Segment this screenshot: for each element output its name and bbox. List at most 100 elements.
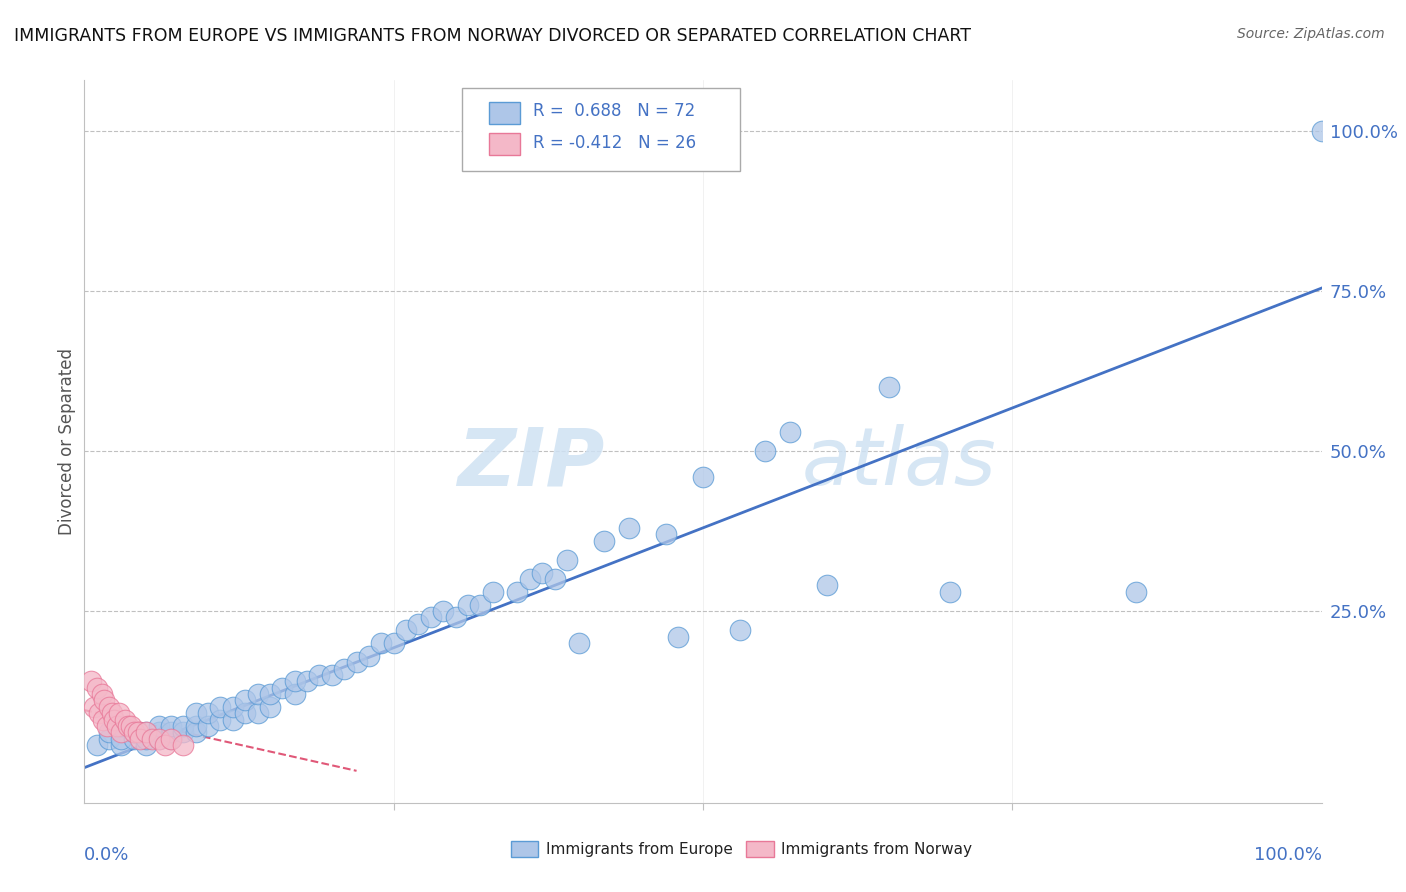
Point	[815, 578, 838, 592]
Point	[543, 572, 565, 586]
Text: atlas: atlas	[801, 425, 997, 502]
Point	[519, 572, 541, 586]
Point	[1125, 584, 1147, 599]
Point	[233, 706, 256, 721]
Text: R =  0.688   N = 72: R = 0.688 N = 72	[533, 103, 696, 120]
Point	[120, 719, 142, 733]
Point	[395, 623, 418, 637]
Point	[259, 687, 281, 701]
Point	[110, 719, 132, 733]
Point	[122, 725, 145, 739]
Point	[470, 598, 492, 612]
Point	[655, 527, 678, 541]
Point	[122, 731, 145, 746]
Point	[222, 699, 245, 714]
Point	[122, 725, 145, 739]
Point	[370, 636, 392, 650]
Point	[666, 630, 689, 644]
Point	[259, 699, 281, 714]
Point	[129, 731, 152, 746]
Text: 0.0%: 0.0%	[84, 847, 129, 864]
Text: ZIP: ZIP	[457, 425, 605, 502]
FancyBboxPatch shape	[461, 87, 740, 170]
Point	[160, 719, 183, 733]
Point	[135, 731, 157, 746]
Point	[100, 706, 122, 721]
FancyBboxPatch shape	[747, 841, 773, 857]
Text: Immigrants from Norway: Immigrants from Norway	[780, 841, 972, 856]
Point	[284, 687, 307, 701]
Point	[148, 731, 170, 746]
Point	[172, 725, 194, 739]
Text: IMMIGRANTS FROM EUROPE VS IMMIGRANTS FROM NORWAY DIVORCED OR SEPARATED CORRELATI: IMMIGRANTS FROM EUROPE VS IMMIGRANTS FRO…	[14, 27, 972, 45]
Point	[160, 731, 183, 746]
Point	[148, 719, 170, 733]
Point	[246, 706, 269, 721]
Point	[939, 584, 962, 599]
Point	[1310, 124, 1333, 138]
Point	[148, 731, 170, 746]
Point	[222, 713, 245, 727]
Point	[357, 648, 380, 663]
Point	[209, 713, 232, 727]
FancyBboxPatch shape	[489, 102, 520, 124]
Point	[877, 380, 900, 394]
Point	[481, 584, 503, 599]
Point	[160, 731, 183, 746]
Point	[110, 738, 132, 752]
Point	[103, 713, 125, 727]
Point	[555, 553, 578, 567]
Point	[284, 674, 307, 689]
Point	[79, 674, 101, 689]
Point	[593, 533, 616, 548]
Point	[419, 610, 441, 624]
Point	[93, 693, 115, 707]
FancyBboxPatch shape	[512, 841, 538, 857]
Point	[90, 687, 112, 701]
Point	[98, 725, 121, 739]
Point	[110, 731, 132, 746]
Text: Immigrants from Europe: Immigrants from Europe	[546, 841, 733, 856]
Point	[692, 469, 714, 483]
Point	[728, 623, 751, 637]
Point	[135, 725, 157, 739]
Point	[568, 636, 591, 650]
FancyBboxPatch shape	[489, 133, 520, 154]
Point	[246, 687, 269, 701]
Point	[531, 566, 554, 580]
Point	[160, 725, 183, 739]
Point	[184, 719, 207, 733]
Point	[432, 604, 454, 618]
Point	[506, 584, 529, 599]
Point	[91, 713, 114, 727]
Point	[184, 706, 207, 721]
Point	[135, 725, 157, 739]
Point	[98, 699, 121, 714]
Point	[346, 655, 368, 669]
Point	[141, 731, 163, 746]
Text: Source: ZipAtlas.com: Source: ZipAtlas.com	[1237, 27, 1385, 41]
Point	[96, 719, 118, 733]
Point	[172, 738, 194, 752]
Point	[197, 719, 219, 733]
Point	[114, 713, 136, 727]
Point	[105, 719, 128, 733]
Point	[98, 731, 121, 746]
Point	[127, 725, 149, 739]
Point	[153, 738, 176, 752]
Point	[233, 693, 256, 707]
Point	[110, 725, 132, 739]
Text: R = -0.412   N = 26: R = -0.412 N = 26	[533, 134, 696, 153]
Point	[83, 699, 105, 714]
Point	[382, 636, 405, 650]
Point	[321, 668, 343, 682]
Point	[172, 719, 194, 733]
Point	[754, 444, 776, 458]
Point	[135, 738, 157, 752]
Point	[333, 661, 356, 675]
Point	[89, 706, 111, 721]
Point	[86, 738, 108, 752]
Point	[86, 681, 108, 695]
Point	[271, 681, 294, 695]
Point	[108, 706, 131, 721]
